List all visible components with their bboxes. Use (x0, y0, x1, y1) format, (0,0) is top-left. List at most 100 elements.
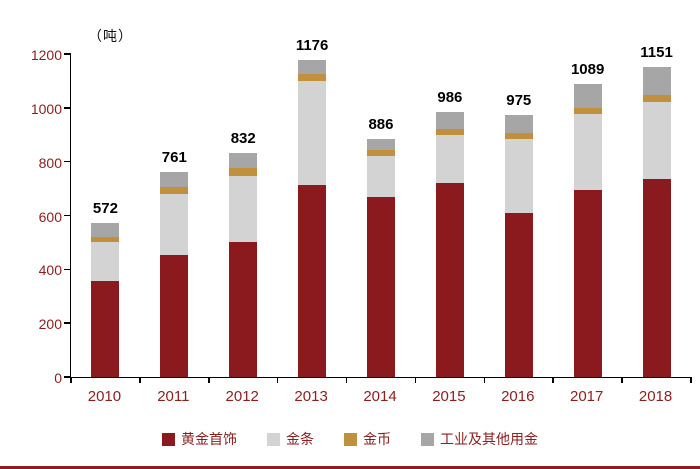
bar-segment-jewelry (642, 178, 671, 377)
legend-item-jewelry: 黄金首饰 (162, 429, 237, 449)
bar-segment-jewelry (504, 212, 533, 377)
y-axis-tick-mark (64, 322, 71, 324)
bar-segment-industrial-and-other (435, 111, 464, 130)
y-axis-tick-labels: 0 200 400 600 800 1000 1200 (0, 47, 62, 386)
y-tick-label: 400 (38, 262, 62, 279)
legend-item-industrial-and-other: 工业及其他用金 (421, 429, 538, 449)
legend-swatch-jewelry (162, 432, 175, 446)
y-axis-tick-mark (64, 376, 71, 378)
bar-stack (229, 153, 258, 377)
bar-segment-gold-coins (298, 74, 327, 81)
bar-segment-industrial-and-other (91, 223, 120, 238)
bar-total-label: 1176 (295, 37, 329, 55)
y-axis-tick-mark (64, 53, 71, 55)
x-axis-label-2018: 2018 (638, 388, 673, 405)
bar-stack (160, 172, 189, 377)
bar-segment-gold-bars (504, 138, 533, 213)
bar-group-2014: 886 (347, 55, 416, 377)
bar-segment-industrial-and-other (504, 114, 533, 134)
bar-segment-industrial-and-other (573, 83, 602, 108)
x-axis-tick-mark (552, 377, 554, 383)
y-tick-label: 1200 (30, 47, 62, 63)
y-tick-label: 600 (38, 208, 62, 225)
bar-total-label: 975 (506, 91, 532, 109)
bar-total-label: 1151 (640, 44, 673, 62)
x-axis-label-2011: 2011 (157, 388, 190, 405)
bar-stack (573, 83, 602, 377)
x-axis-tick-mark (414, 377, 417, 383)
bar-segment-gold-coins (91, 237, 120, 243)
y-axis-tick-mark (64, 268, 71, 271)
bar-segment-gold-bars (435, 134, 464, 183)
legend-label-industrial-and-other: 工业及其他用金 (440, 431, 538, 447)
bar-segment-gold-bars (160, 193, 189, 255)
legend-label-gold-bars: 金条 (286, 431, 314, 447)
legend: 黄金首饰 金条 金币 工业及其他用金 (0, 429, 700, 449)
bar-total-label: 1089 (570, 60, 605, 78)
legend-item-gold-bars: 金条 (267, 429, 314, 449)
y-axis-tick-mark (64, 160, 71, 163)
bar-group-2016: 975 (484, 55, 553, 377)
bar-segment-jewelry (366, 197, 395, 377)
y-axis-tick-mark (64, 214, 71, 217)
footer-rule (0, 466, 700, 469)
x-axis-tick-mark (690, 377, 692, 383)
x-axis-tick-mark (208, 377, 210, 383)
bar-group-2013: 1176 (278, 37, 347, 377)
bar-segment-gold-coins (366, 150, 395, 156)
x-axis-tick-mark (483, 377, 486, 383)
bar-stack (642, 67, 671, 377)
x-axis-label-2015: 2015 (432, 388, 466, 405)
bar-group-2012: 832 (209, 55, 278, 377)
bar-group-2018: 1151 (622, 44, 691, 377)
y-tick-label: 1000 (30, 100, 62, 117)
y-tick-label: 0 (54, 370, 62, 386)
bar-segment-gold-coins (160, 187, 189, 194)
bar-segment-jewelry (229, 242, 258, 377)
bar-segment-gold-coins (504, 133, 533, 139)
y-tick-label: 800 (38, 154, 62, 171)
bar-segment-gold-coins (229, 168, 258, 177)
legend-label-jewelry: 黄金首饰 (181, 431, 237, 447)
bar-segment-gold-bars (366, 155, 395, 198)
y-tick-label: 200 (38, 316, 62, 333)
bar-segment-jewelry (435, 182, 464, 377)
bar-segment-gold-coins (435, 129, 464, 135)
bar-segment-industrial-and-other (298, 60, 327, 75)
x-axis-tick-mark (276, 377, 279, 383)
bar-stack (504, 114, 533, 377)
x-axis-tick-mark (70, 377, 72, 383)
bar-stack (435, 111, 464, 377)
bar-total-label: 886 (368, 115, 394, 133)
x-axis-label-2014: 2014 (363, 388, 397, 405)
bar-segment-jewelry (573, 189, 602, 377)
x-axis-label-2016: 2016 (501, 388, 535, 405)
bar-segment-gold-coins (573, 107, 602, 115)
bar-segment-gold-bars (573, 114, 602, 190)
y-axis-tick-mark (64, 107, 71, 109)
bar-segment-gold-coins (642, 95, 671, 103)
x-axis-label-2012: 2012 (225, 388, 259, 405)
bar-group-2017: 1089 (553, 55, 622, 377)
legend-swatch-gold-coins (344, 432, 357, 446)
bar-segment-industrial-and-other (229, 153, 258, 169)
bar-segment-industrial-and-other (366, 138, 395, 151)
legend-swatch-industrial-and-other (421, 432, 434, 446)
x-axis-tick-mark (621, 377, 623, 383)
bar-segment-gold-bars (642, 102, 671, 179)
bar-segment-jewelry (91, 281, 120, 377)
bar-total-label: 986 (437, 88, 463, 106)
bar-segment-gold-bars (229, 176, 258, 243)
x-axis-label-2017: 2017 (569, 388, 604, 405)
bar-group-2015: 986 (415, 55, 484, 377)
legend-item-gold-coins: 金币 (344, 429, 391, 449)
y-axis-unit-label: （吨） (88, 28, 133, 44)
x-axis-tick-mark (345, 377, 348, 383)
bar-stack (298, 60, 327, 377)
bar-segment-industrial-and-other (642, 67, 671, 96)
bar-total-label: 832 (230, 130, 256, 148)
x-axis-tick-mark (139, 377, 141, 383)
bar-group-2010: 572 (71, 55, 140, 377)
x-axis-label-2013: 2013 (294, 388, 328, 405)
